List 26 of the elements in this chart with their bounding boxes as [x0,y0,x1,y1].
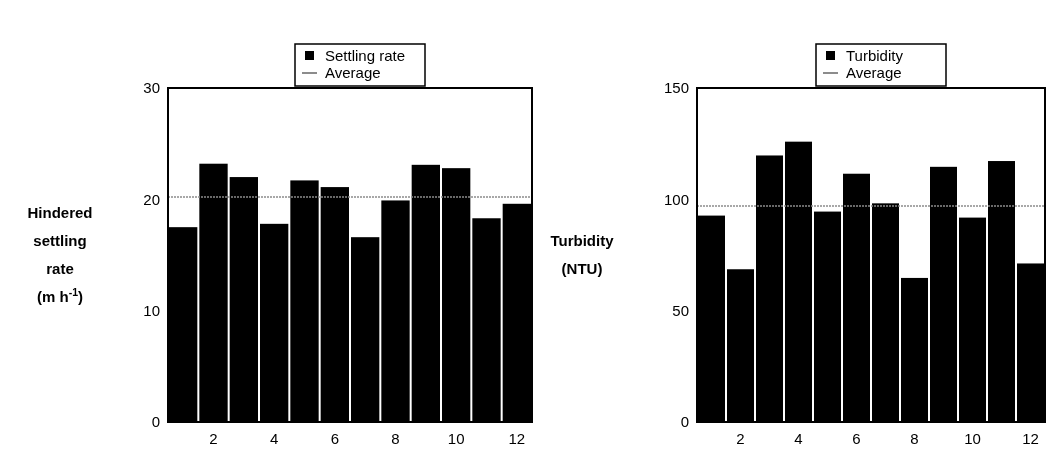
legend-label: Settling rate [325,47,406,65]
y-axis-title: Hindered settling rate (m h$^{-1}$) [27,204,93,306]
x-tick-label: 2 [209,430,218,447]
y-axis-title: Turbidity (NTU) [550,232,615,278]
x-tick-label: 2 [736,430,745,447]
x-tick-label: 4 [269,430,279,447]
legend-label: Average [846,64,902,82]
x-tick-label: 6 [852,430,861,447]
y-tick-label: 10 [143,301,160,319]
y-tick-label: 50 [672,301,689,319]
x-tick-label: 12 [508,430,526,447]
y-tick-label: 20 [143,190,160,208]
legend-label: Average [325,64,381,82]
y-tick-label: 100 [663,190,689,208]
y-tick-label: 150 [663,79,689,97]
y-tick-label: 0 [680,413,689,431]
x-tick-label: 6 [330,430,340,447]
x-tick-label: 4 [794,430,803,447]
legend-label: Turbidity [846,47,904,65]
x-tick-label: 12 [1022,430,1039,447]
y-tick-label: 30 [143,79,160,97]
x-tick-label: 10 [964,430,981,447]
y-tick-label: 0 [151,413,160,431]
x-tick-label: 8 [391,430,400,447]
x-tick-label: 10 [447,430,465,447]
x-tick-label: 8 [910,430,919,447]
